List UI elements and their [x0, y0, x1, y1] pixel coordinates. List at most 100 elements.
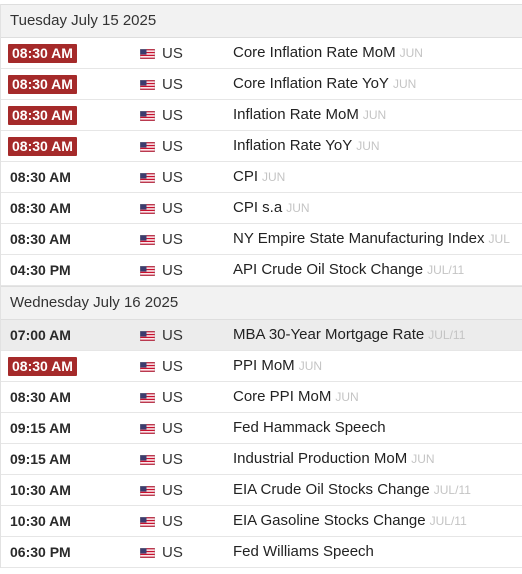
economic-calendar: Tuesday July 15 2025 08:30 AM US Core In… — [0, 4, 522, 568]
event-country: US — [162, 45, 183, 62]
day-header: Wednesday July 16 2025 — [1, 286, 522, 320]
event-country: US — [162, 76, 183, 93]
event-time: 08:30 AM — [8, 137, 77, 156]
event-name[interactable]: MBA 30-Year Mortgage Rate JUL/11 — [233, 326, 465, 344]
event-country: US — [162, 169, 183, 186]
event-reference-period: JUN — [262, 170, 286, 184]
event-time: 09:15 AM — [10, 451, 71, 467]
event-row[interactable]: 09:15 AM US Industrial Production MoM JUN — [1, 444, 522, 475]
day-header: Tuesday July 15 2025 — [1, 4, 522, 38]
event-name[interactable]: Inflation Rate YoY JUN — [233, 137, 380, 155]
event-title: NY Empire State Manufacturing Index — [233, 230, 485, 247]
event-row[interactable]: 08:30 AM US PPI MoM JUN — [1, 351, 522, 382]
event-country: US — [162, 420, 183, 437]
event-reference-period: JUL/11 — [429, 514, 467, 528]
us-flag-icon — [140, 455, 155, 465]
event-title: Industrial Production MoM — [233, 450, 408, 467]
event-country: US — [162, 327, 183, 344]
event-title: Inflation Rate MoM — [233, 106, 359, 123]
event-name[interactable]: Inflation Rate MoM JUN — [233, 106, 386, 124]
us-flag-icon — [140, 393, 155, 403]
event-row[interactable]: 08:30 AM US CPI s.a JUN — [1, 193, 522, 224]
event-name[interactable]: EIA Crude Oil Stocks Change JUL/11 — [233, 481, 471, 499]
event-reference-period: JUL/11 — [433, 483, 471, 497]
event-reference-period: JUN — [286, 201, 310, 215]
event-reference-period: JUN — [335, 390, 359, 404]
event-title: EIA Gasoline Stocks Change — [233, 512, 426, 529]
event-time: 08:30 AM — [10, 389, 71, 405]
event-name[interactable]: CPI s.a JUN — [233, 199, 310, 217]
event-name[interactable]: Industrial Production MoM JUN — [233, 450, 435, 468]
event-row[interactable]: 06:30 PM US Fed Williams Speech — [1, 537, 522, 568]
us-flag-icon — [140, 204, 155, 214]
us-flag-icon — [140, 235, 155, 245]
event-name[interactable]: EIA Gasoline Stocks Change JUL/11 — [233, 512, 467, 530]
event-name[interactable]: Core Inflation Rate YoY JUN — [233, 75, 416, 93]
event-title: Inflation Rate YoY — [233, 137, 353, 154]
event-time: 08:30 AM — [10, 200, 71, 216]
event-title: CPI — [233, 168, 259, 185]
event-country: US — [162, 200, 183, 217]
event-row[interactable]: 07:00 AM US MBA 30-Year Mortgage Rate JUL… — [1, 320, 522, 351]
event-title: Core Inflation Rate MoM — [233, 44, 396, 61]
event-title: Fed Hammack Speech — [233, 419, 386, 436]
event-country: US — [162, 262, 183, 279]
event-time: 04:30 PM — [10, 262, 71, 278]
event-country: US — [162, 138, 183, 155]
event-row[interactable]: 08:30 AM US Core Inflation Rate MoM JUN — [1, 38, 522, 69]
us-flag-icon — [140, 548, 155, 558]
event-row[interactable]: 08:30 AM US NY Empire State Manufacturin… — [1, 224, 522, 255]
event-country: US — [162, 482, 183, 499]
event-name[interactable]: Core PPI MoM JUN — [233, 388, 359, 406]
event-name[interactable]: NY Empire State Manufacturing Index JUL — [233, 230, 510, 248]
event-row[interactable]: 08:30 AM US Core Inflation Rate YoY JUN — [1, 69, 522, 100]
event-time: 10:30 AM — [10, 482, 71, 498]
us-flag-icon — [140, 111, 155, 121]
us-flag-icon — [140, 362, 155, 372]
event-reference-period: JUN — [298, 359, 323, 373]
event-title: Fed Williams Speech — [233, 543, 374, 560]
event-time: 06:30 PM — [10, 544, 71, 560]
event-country: US — [162, 544, 183, 561]
event-time: 08:30 AM — [8, 357, 77, 376]
event-reference-period: JUL/11 — [428, 328, 466, 342]
event-row[interactable]: 08:30 AM US Inflation Rate YoY JUN — [1, 131, 522, 162]
event-row[interactable]: 08:30 AM US Core PPI MoM JUN — [1, 382, 522, 413]
event-reference-period: JUL/11 — [427, 263, 465, 277]
event-row[interactable]: 10:30 AM US EIA Crude Oil Stocks Change J… — [1, 475, 522, 506]
event-reference-period: JUN — [399, 46, 423, 60]
event-reference-period: JUN — [392, 77, 417, 91]
event-time: 07:00 AM — [10, 327, 71, 343]
event-reference-period: JUN — [411, 452, 435, 466]
event-name[interactable]: API Crude Oil Stock Change JUL/11 — [233, 261, 464, 279]
event-title: Core PPI MoM — [233, 388, 332, 405]
event-name[interactable]: Fed Hammack Speech — [233, 419, 390, 437]
event-time: 08:30 AM — [10, 169, 71, 185]
event-title: API Crude Oil Stock Change — [233, 261, 424, 278]
event-reference-period: JUN — [362, 108, 387, 122]
us-flag-icon — [140, 49, 155, 59]
event-row[interactable]: 08:30 AM US Inflation Rate MoM JUN — [1, 100, 522, 131]
event-country: US — [162, 231, 183, 248]
us-flag-icon — [140, 142, 155, 152]
event-name[interactable]: Core Inflation Rate MoM JUN — [233, 44, 423, 62]
us-flag-icon — [140, 517, 155, 527]
event-name[interactable]: PPI MoM JUN — [233, 357, 322, 375]
event-row[interactable]: 10:30 AM US EIA Gasoline Stocks Change JU… — [1, 506, 522, 537]
event-name[interactable]: CPI JUN — [233, 168, 285, 186]
event-country: US — [162, 451, 183, 468]
event-country: US — [162, 358, 183, 375]
event-row[interactable]: 09:15 AM US Fed Hammack Speech — [1, 413, 522, 444]
event-time: 08:30 AM — [8, 44, 77, 63]
us-flag-icon — [140, 173, 155, 183]
event-row[interactable]: 04:30 PM US API Crude Oil Stock Change JU… — [1, 255, 522, 286]
event-time: 10:30 AM — [10, 513, 71, 529]
event-title: EIA Crude Oil Stocks Change — [233, 481, 430, 498]
event-title: CPI s.a — [233, 199, 283, 216]
event-row[interactable]: 08:30 AM US CPI JUN — [1, 162, 522, 193]
us-flag-icon — [140, 486, 155, 496]
event-name[interactable]: Fed Williams Speech — [233, 543, 378, 561]
event-country: US — [162, 389, 183, 406]
us-flag-icon — [140, 266, 155, 276]
event-title: PPI MoM — [233, 357, 295, 374]
